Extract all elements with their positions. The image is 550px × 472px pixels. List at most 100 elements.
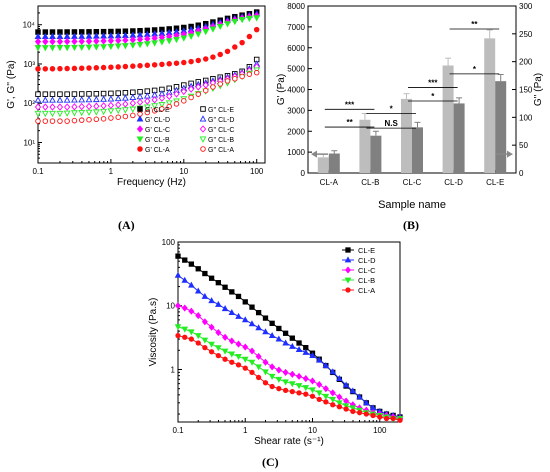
data-point bbox=[42, 118, 49, 124]
y-axis-label: G', G'' (Pa) bbox=[6, 60, 17, 109]
data-point bbox=[222, 356, 228, 362]
data-point bbox=[235, 340, 242, 348]
data-point bbox=[269, 320, 275, 326]
data-point bbox=[136, 93, 144, 100]
data-point bbox=[42, 37, 49, 46]
data-point bbox=[329, 368, 337, 375]
bar-g-prime bbox=[401, 98, 412, 173]
data-point bbox=[342, 381, 350, 388]
data-point bbox=[175, 332, 181, 339]
bar-g-double-prime bbox=[453, 103, 465, 173]
legend-label: CL-C bbox=[358, 266, 376, 275]
data-point bbox=[108, 115, 114, 121]
data-point bbox=[42, 66, 49, 72]
data-point bbox=[78, 102, 85, 111]
data-point bbox=[100, 90, 107, 97]
data-point bbox=[35, 91, 41, 97]
data-point bbox=[295, 346, 303, 353]
data-point bbox=[115, 101, 122, 109]
left-axis-arrowhead bbox=[311, 150, 317, 158]
data-point bbox=[41, 110, 49, 118]
data-point bbox=[64, 91, 70, 97]
data-point bbox=[41, 45, 49, 52]
data-point bbox=[49, 37, 56, 46]
legend-label: G'' CL-D bbox=[208, 117, 234, 124]
data-point bbox=[86, 116, 92, 123]
data-point bbox=[151, 108, 158, 114]
data-point bbox=[71, 65, 78, 72]
legend-label: G'' CL-C bbox=[208, 127, 234, 134]
data-point bbox=[262, 328, 269, 335]
legend-marker bbox=[344, 256, 352, 263]
y-right-tick-label: 200 bbox=[519, 58, 533, 67]
data-point bbox=[71, 96, 78, 103]
data-point bbox=[194, 333, 202, 340]
data-point bbox=[228, 309, 236, 316]
bar-g-prime bbox=[484, 38, 496, 174]
data-point bbox=[282, 330, 289, 336]
data-point bbox=[322, 393, 330, 400]
x-axis-label: Shear rate (s⁻¹) bbox=[254, 436, 324, 447]
data-point bbox=[158, 39, 166, 46]
data-point bbox=[71, 110, 78, 117]
y-right-tick-label: 300 bbox=[519, 2, 533, 11]
data-point bbox=[229, 289, 235, 295]
data-point bbox=[202, 56, 209, 62]
data-point bbox=[316, 396, 322, 402]
x-tick-label: 100 bbox=[250, 167, 264, 176]
data-point bbox=[224, 48, 231, 55]
data-point bbox=[100, 44, 107, 51]
data-point bbox=[269, 383, 275, 390]
data-point bbox=[71, 91, 78, 97]
data-point bbox=[224, 78, 231, 84]
data-point bbox=[309, 352, 316, 359]
data-point bbox=[114, 43, 122, 50]
data-point bbox=[42, 103, 49, 111]
bar-g-prime bbox=[359, 119, 371, 173]
data-point bbox=[201, 292, 209, 299]
data-point bbox=[129, 99, 136, 107]
significance-label: * bbox=[390, 105, 394, 114]
data-point bbox=[78, 117, 85, 123]
data-point bbox=[93, 91, 100, 97]
data-point bbox=[115, 90, 121, 96]
data-point bbox=[269, 363, 276, 371]
data-point bbox=[187, 33, 195, 40]
data-point bbox=[122, 113, 129, 120]
data-point bbox=[42, 91, 49, 97]
data-point bbox=[129, 93, 137, 101]
data-point bbox=[289, 335, 295, 341]
data-point bbox=[208, 297, 215, 304]
data-point bbox=[92, 95, 100, 103]
data-point bbox=[215, 280, 221, 286]
legend: G' CL-E G'' CL-E G' CL-D G'' CL-D G' CL-C G''… bbox=[136, 106, 234, 154]
data-point bbox=[208, 349, 215, 355]
data-point bbox=[100, 116, 107, 122]
significance-label: N.S bbox=[385, 119, 399, 128]
data-point bbox=[242, 343, 249, 351]
data-point bbox=[34, 37, 42, 46]
data-point bbox=[262, 380, 269, 386]
data-point bbox=[390, 415, 396, 422]
data-point bbox=[86, 91, 92, 97]
data-point bbox=[255, 364, 262, 371]
legend-label: CL-A bbox=[358, 286, 375, 295]
data-point bbox=[165, 100, 173, 107]
data-point bbox=[242, 365, 248, 371]
data-point bbox=[114, 94, 122, 102]
legend-label: G' CL-E bbox=[145, 107, 170, 114]
data-point bbox=[122, 63, 129, 70]
data-point bbox=[248, 347, 256, 355]
y-left-tick-label: 8000 bbox=[287, 2, 305, 11]
data-point bbox=[121, 107, 129, 114]
series-g-cl-b bbox=[34, 15, 261, 52]
data-point bbox=[34, 110, 42, 118]
plot-frame bbox=[177, 241, 401, 423]
data-point bbox=[56, 37, 64, 46]
x-tick-label: 0.1 bbox=[172, 426, 184, 435]
data-point bbox=[78, 44, 86, 51]
data-point bbox=[57, 118, 63, 124]
data-point bbox=[295, 383, 303, 390]
x-tick-label: 1 bbox=[243, 426, 248, 435]
data-point bbox=[329, 396, 337, 403]
